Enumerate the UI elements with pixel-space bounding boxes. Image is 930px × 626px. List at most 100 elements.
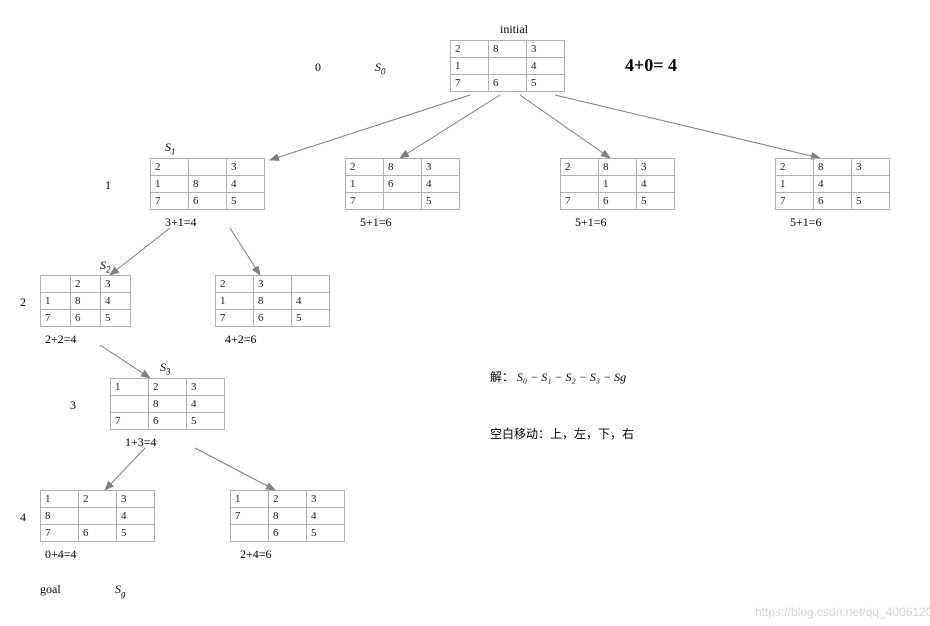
grid-cell: 2	[71, 276, 101, 293]
grid-cell: 6	[189, 193, 227, 210]
grid-cell: 5	[117, 525, 155, 542]
grid-cell	[384, 193, 422, 210]
handwritten-note: 4+0= 4	[625, 55, 677, 76]
grid-cell	[189, 159, 227, 176]
grid-cell: 1	[41, 491, 79, 508]
grid-cell: 4	[307, 508, 345, 525]
grid-cell: 2	[346, 159, 384, 176]
puzzle-grid-S2: 23 184 765	[40, 275, 131, 327]
grid-cell: 3	[254, 276, 292, 293]
cost-s3: 1+3=4	[125, 435, 157, 450]
puzzle-grid-L1c: 28314765	[560, 158, 675, 210]
level-3-num: 3	[70, 398, 76, 413]
grid-cell: 5	[227, 193, 265, 210]
grid-cell: 3	[227, 159, 265, 176]
grid-cell: 1	[776, 176, 814, 193]
grid-cell: 3	[101, 276, 131, 293]
grid-cell	[111, 396, 149, 413]
grid-cell: 4	[117, 508, 155, 525]
label-S2: S2	[100, 258, 111, 274]
cost-l4b: 2+4=6	[240, 547, 272, 562]
grid-cell: 3	[852, 159, 890, 176]
grid-cell: 5	[422, 193, 460, 210]
grid-cell: 2	[451, 41, 489, 58]
grid-cell: 6	[489, 75, 527, 92]
grid-cell: 7	[151, 193, 189, 210]
grid-cell: 8	[189, 176, 227, 193]
puzzle-grid-L4b: 12378465	[230, 490, 345, 542]
grid-cell	[561, 176, 599, 193]
grid-cell: 8	[254, 293, 292, 310]
grid-cell: 1	[216, 293, 254, 310]
grid-cell: 4	[187, 396, 225, 413]
grid-cell: 2	[216, 276, 254, 293]
puzzle-grid-L1d: 28314765	[775, 158, 890, 210]
grid-cell: 2	[776, 159, 814, 176]
cost-l1b: 5+1=6	[360, 215, 392, 230]
grid-cell: 1	[111, 379, 149, 396]
grid-cell: 8	[489, 41, 527, 58]
grid-cell	[79, 508, 117, 525]
grid-cell: 6	[79, 525, 117, 542]
grid-cell: 5	[292, 310, 330, 327]
label-goal: goal	[40, 582, 61, 597]
grid-cell: 5	[852, 193, 890, 210]
grid-cell: 4	[422, 176, 460, 193]
grid-cell: 7	[776, 193, 814, 210]
grid-cell: 8	[149, 396, 187, 413]
grid-cell: 2	[269, 491, 307, 508]
grid-cell: 7	[451, 75, 489, 92]
grid-cell: 8	[384, 159, 422, 176]
grid-cell: 6	[149, 413, 187, 430]
cost-l4a: 0+4=4	[45, 547, 77, 562]
grid-cell	[231, 525, 269, 542]
grid-cell: 7	[231, 508, 269, 525]
grid-cell: 8	[814, 159, 852, 176]
grid-cell: 7	[41, 310, 71, 327]
grid-cell: 1	[346, 176, 384, 193]
grid-cell: 3	[187, 379, 225, 396]
puzzle-grid-S1: 23184765	[150, 158, 265, 210]
label-S3: S3	[160, 360, 171, 376]
solution-text: 解： S₀ − S₁ − S₂ − S₃ − Sg	[490, 368, 626, 385]
grid-cell: 2	[151, 159, 189, 176]
grid-cell: 3	[527, 41, 565, 58]
grid-cell: 5	[187, 413, 225, 430]
grid-cell	[852, 176, 890, 193]
grid-cell: 5	[101, 310, 131, 327]
label-S0: S0	[375, 60, 386, 76]
grid-cell: 6	[599, 193, 637, 210]
grid-cell: 1	[451, 58, 489, 75]
cost-l1c: 5+1=6	[575, 215, 607, 230]
grid-cell: 8	[41, 508, 79, 525]
grid-cell: 4	[814, 176, 852, 193]
grid-cell: 2	[79, 491, 117, 508]
grid-cell: 7	[346, 193, 384, 210]
grid-cell: 7	[561, 193, 599, 210]
puzzle-grid-L4a: 12384765	[40, 490, 155, 542]
grid-cell: 6	[254, 310, 292, 327]
label-S1: S1	[165, 140, 176, 156]
grid-cell: 6	[71, 310, 101, 327]
cost-l1d: 5+1=6	[790, 215, 822, 230]
grid-cell: 4	[637, 176, 675, 193]
grid-cell: 1	[599, 176, 637, 193]
grid-cell: 5	[637, 193, 675, 210]
grid-cell: 3	[637, 159, 675, 176]
puzzle-grid-S3: 12384765	[110, 378, 225, 430]
grid-cell: 4	[527, 58, 565, 75]
grid-cell: 5	[527, 75, 565, 92]
grid-cell: 2	[149, 379, 187, 396]
grid-cell: 8	[599, 159, 637, 176]
label-Sg: Sg	[115, 582, 126, 598]
grid-cell: 5	[307, 525, 345, 542]
grid-cell: 3	[422, 159, 460, 176]
watermark: https://blog.csdn.net/qq_40061206	[755, 605, 930, 619]
moves-text: 空白移动：上，左，下，右	[490, 425, 634, 442]
grid-cell: 4	[292, 293, 330, 310]
level-0-num: 0	[315, 60, 321, 75]
grid-cell: 8	[71, 293, 101, 310]
grid-cell: 4	[101, 293, 131, 310]
grid-cell: 1	[41, 293, 71, 310]
grid-cell: 1	[231, 491, 269, 508]
